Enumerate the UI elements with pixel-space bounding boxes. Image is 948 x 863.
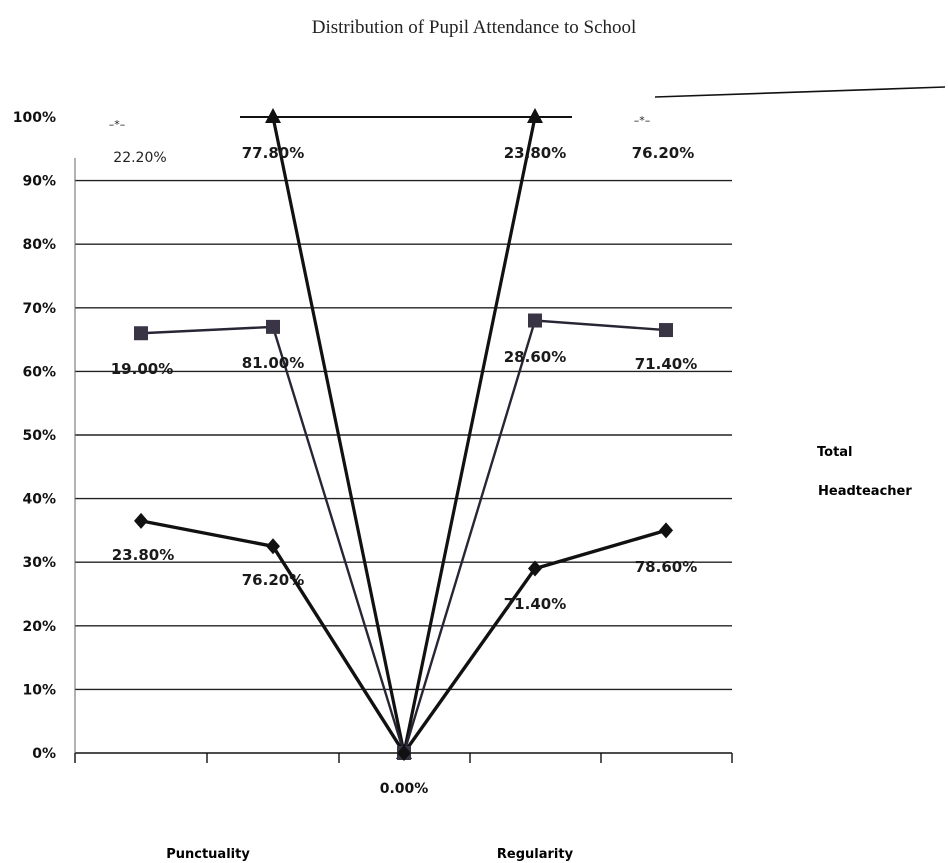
y-tick-label: 60% [22, 364, 56, 380]
data-label: 19.00% [111, 360, 173, 378]
diamond-marker [134, 512, 148, 529]
y-tick-label: 20% [22, 619, 56, 635]
data-label: 77.80% [242, 144, 304, 162]
y-tick-label: 40% [22, 492, 56, 508]
data-label: 22.20% [113, 150, 166, 166]
data-label: 71.40% [504, 595, 566, 613]
square-marker [659, 323, 673, 338]
y-tick-label: 80% [22, 237, 56, 253]
series-line-diamond [140, 519, 667, 757]
x-axis [74, 158, 733, 763]
data-label: 23.80% [112, 546, 174, 564]
diamond-marker [266, 538, 280, 555]
series-markers [134, 108, 673, 761]
y-tick-label: 30% [22, 555, 56, 571]
y-axis-ticks: 0% 10% 20% 30% 40% 50% 60% 70% 80% 90% 100% [13, 110, 56, 762]
decorative-rule [654, 86, 946, 98]
data-label: 78.60% [635, 558, 697, 576]
data-label: 28.60% [504, 348, 566, 366]
data-label: 71.40% [635, 355, 697, 373]
data-label: 76.20% [242, 571, 304, 589]
y-tick-label: 0% [32, 746, 56, 762]
legend-entry-total: Total [817, 445, 853, 460]
square-marker [134, 326, 148, 341]
data-label: 23.80% [504, 144, 566, 162]
chart-title: Distribution of Pupil Attendance to Scho… [312, 17, 637, 38]
center-label: 0.00% [380, 781, 429, 797]
square-marker [266, 319, 280, 334]
category-label-punctuality: Punctuality [166, 847, 250, 862]
grid-lines [75, 116, 732, 691]
y-tick-label: 10% [22, 682, 56, 698]
legend-entry-headteacher: Headteacher [818, 484, 912, 499]
diamond-marker [659, 522, 673, 539]
marker-key-right: –*– [634, 114, 651, 127]
y-tick-label: 50% [22, 428, 56, 444]
y-tick-label: 100% [13, 110, 56, 126]
category-label-regularity: Regularity [497, 847, 574, 862]
square-marker [528, 313, 542, 328]
triangle-marker [527, 108, 543, 123]
data-label: 76.20% [632, 144, 694, 162]
data-labels: 22.20% 77.80% 23.80% 76.20% 19.00% 81.00% 28.6… [111, 144, 697, 613]
y-tick-label: 70% [22, 301, 56, 317]
triangle-marker [265, 108, 281, 123]
diamond-marker [528, 560, 542, 577]
marker-key-left: –*– [109, 118, 126, 131]
diamond-marker [397, 745, 411, 761]
data-label: 81.00% [242, 354, 304, 372]
y-tick-label: 90% [22, 174, 56, 190]
